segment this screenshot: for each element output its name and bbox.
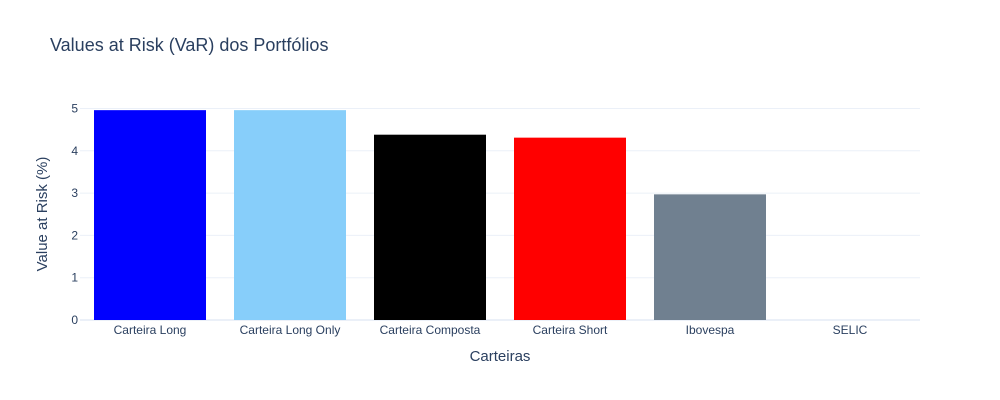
y-tick-label: 3: [71, 186, 78, 200]
x-tick-label: Carteira Composta: [380, 323, 481, 337]
bar-carteira-long[interactable]: [94, 110, 206, 321]
y-axis-title: Value at Risk (%): [34, 157, 51, 272]
chart-title: Values at Risk (VaR) dos Portfólios: [50, 35, 328, 55]
y-axis-ticks: 0 1 2 3 4 5: [71, 101, 78, 327]
grid-layer: [80, 107, 920, 321]
y-tick-label: 0: [71, 313, 78, 327]
y-tick-label: 5: [71, 101, 78, 115]
bar-ibovespa[interactable]: [654, 194, 766, 320]
bar-layer: [94, 110, 766, 321]
x-tick-label: Carteira Short: [533, 323, 608, 337]
x-axis-ticks: Carteira Long Carteira Long Only Carteira …: [114, 323, 868, 337]
y-tick-label: 1: [71, 271, 78, 285]
bar-carteira-short[interactable]: [514, 137, 626, 320]
x-tick-label: Carteira Long: [114, 323, 187, 337]
x-tick-label: SELIC: [833, 323, 868, 337]
x-tick-label: Carteira Long Only: [240, 323, 341, 337]
x-tick-label: Ibovespa: [686, 323, 735, 337]
y-tick-label: 4: [71, 144, 78, 158]
y-tick-label: 2: [71, 228, 78, 242]
x-axis-title: Carteiras: [470, 348, 531, 365]
bar-carteira-composta[interactable]: [374, 134, 486, 320]
bar-carteira-long-only[interactable]: [234, 110, 346, 321]
